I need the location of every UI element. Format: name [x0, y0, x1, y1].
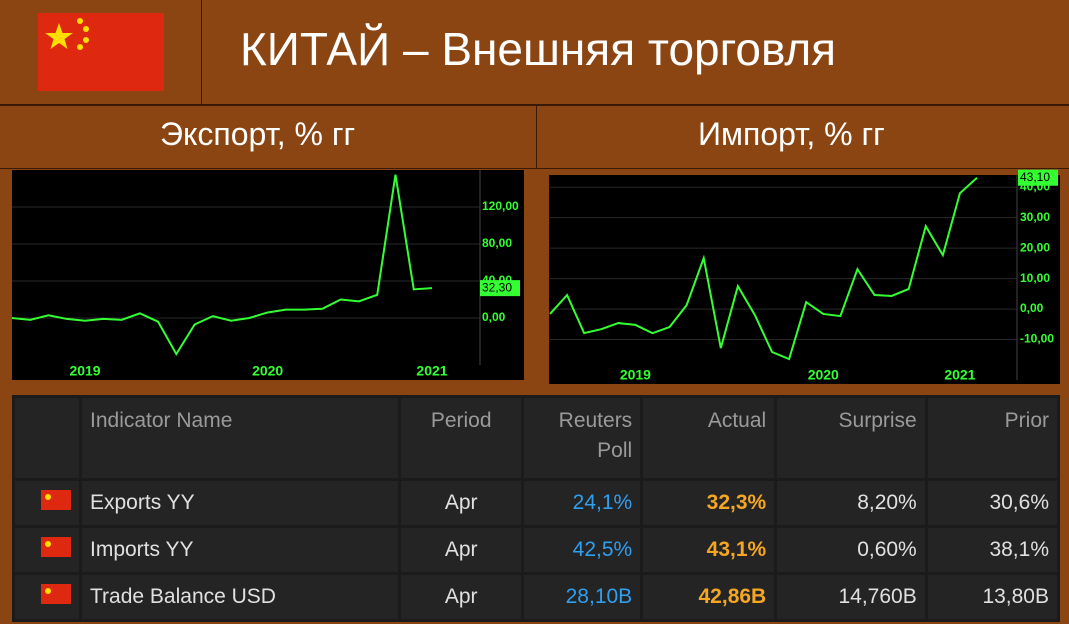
y-tick-label: 80,00: [482, 236, 512, 250]
value-label-bg: [480, 280, 520, 297]
x-tick-label: 2019: [620, 367, 651, 383]
chart-title: Экспорт, % гг: [160, 116, 356, 152]
table: Indicator Name Period Reuters Poll Actual Su…: [12, 395, 1060, 622]
x-tick-label: 2021: [416, 363, 447, 379]
flag-icon: [41, 537, 71, 557]
chart-bg: [12, 170, 524, 380]
table-cell: 32,3%: [643, 481, 775, 525]
line: [549, 177, 978, 361]
table-cell: 30,6%: [927, 481, 1057, 525]
table-cell: Apr: [401, 528, 522, 572]
x-tick-label: 2021: [944, 367, 975, 383]
table-cell: 0,60%: [777, 528, 925, 572]
slide-title: КИТАЙ – Внешняя торговля: [240, 23, 837, 75]
chart-title: Импорт, % гг: [698, 116, 885, 152]
y-tick-label: 20,00: [1020, 240, 1050, 254]
divider: [201, 0, 202, 104]
y-tick-label: 0,00: [1020, 301, 1044, 315]
table-cell: Apr: [401, 481, 522, 525]
value-label: 43,10: [1020, 170, 1050, 184]
charts: 0,0040,0080,00120,0020192020202132,30-10…: [11, 169, 1060, 384]
header-cell: Reuters Poll: [524, 398, 641, 478]
divider: [536, 104, 537, 168]
header-cell: Surprise: [777, 398, 925, 478]
divider: [0, 168, 1069, 169]
table-cell: Trade Balance USD: [82, 575, 399, 619]
divider: [0, 104, 1069, 106]
y-tick-label: 120,00: [482, 199, 519, 213]
header-cell: [15, 398, 79, 478]
table-cell: Exports YY: [82, 481, 399, 525]
table-cell: 38,1%: [927, 528, 1057, 572]
table-cell: 14,760B: [777, 575, 925, 619]
table-cell: 43,1%: [643, 528, 775, 572]
table-cell: 24,1%: [524, 481, 641, 525]
y-tick-label: 10,00: [1020, 271, 1050, 285]
value-label: 32,30: [482, 280, 512, 294]
flag-icon: [41, 490, 71, 510]
flag-cell: [15, 528, 79, 572]
header-cell: Actual: [643, 398, 775, 478]
table-cell: 13,80B: [927, 575, 1057, 619]
header-cell: Indicator Name: [82, 398, 399, 478]
table-cell: Imports YY: [82, 528, 399, 572]
table-cell: Apr: [401, 575, 522, 619]
table-cell: 8,20%: [777, 481, 925, 525]
table-cell: 42,86B: [643, 575, 775, 619]
flag-cell: [15, 575, 79, 619]
x-tick-label: 2019: [69, 363, 100, 379]
table-row: Exports YY Apr 24,1% 32,3% 8,20% 30,6%: [15, 481, 1057, 525]
y-tick-label: 0,00: [482, 310, 506, 324]
table-row: Imports YY Apr 42,5% 43,1% 0,60% 38,1%: [15, 528, 1057, 572]
table-row: Trade Balance USD Apr 28,10B 42,86B 14,760B 1…: [15, 575, 1057, 619]
y-tick-label: -10,00: [1020, 332, 1054, 346]
table-cell: 28,10B: [524, 575, 641, 619]
flag: [38, 13, 164, 91]
header-cell: Period: [401, 398, 522, 478]
y-tick-label: 30,00: [1020, 210, 1050, 224]
chart-bg: [549, 175, 1060, 384]
value-label-bg: [1018, 169, 1058, 186]
header-cell: Prior: [927, 398, 1057, 478]
x-tick-label: 2020: [808, 367, 839, 383]
flag-icon: [41, 584, 71, 604]
table-cell: 42,5%: [524, 528, 641, 572]
x-tick-label: 2020: [252, 363, 283, 379]
line: [11, 174, 433, 357]
flag-cell: [15, 481, 79, 525]
